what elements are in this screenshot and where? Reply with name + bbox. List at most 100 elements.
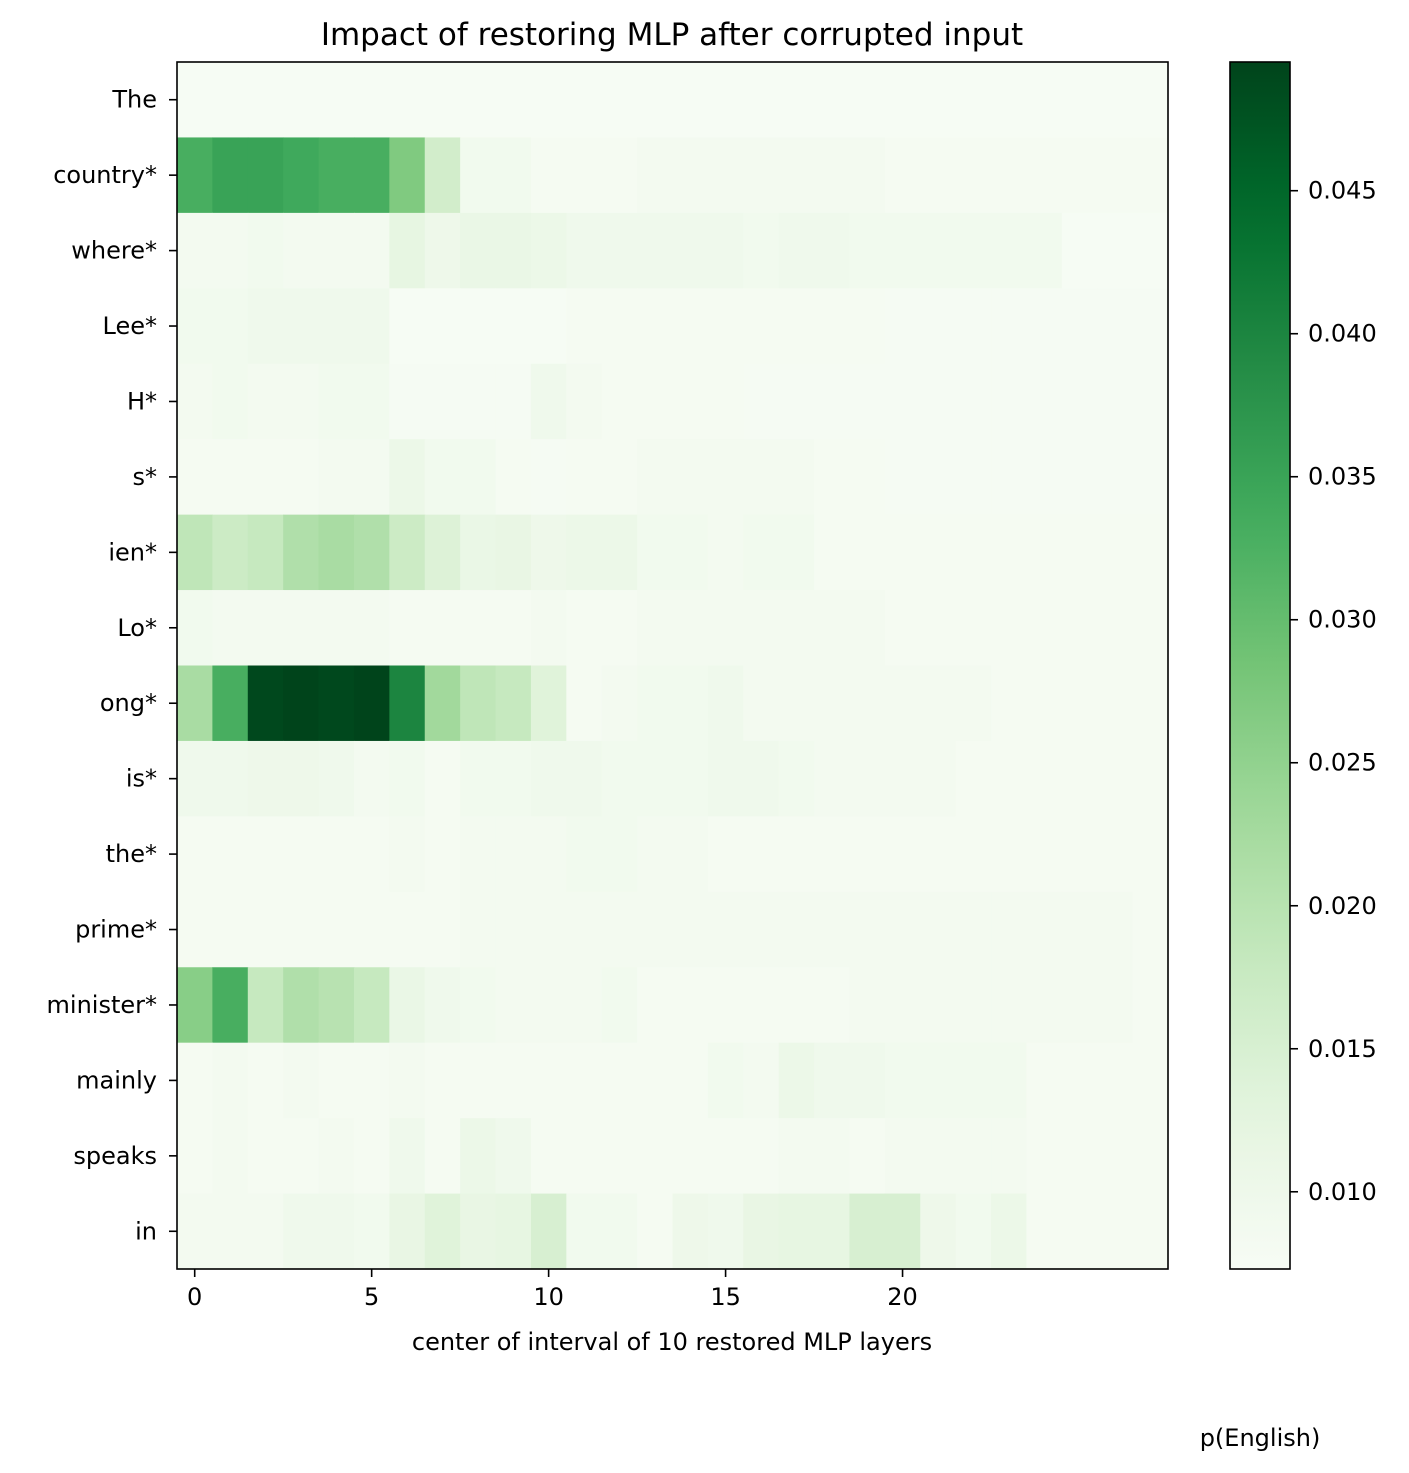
heatmap-cell <box>1026 288 1063 365</box>
heatmap-cell <box>1026 1118 1063 1195</box>
heatmap-cell <box>955 816 992 893</box>
colorbar-tick-label: 0.040 <box>1308 320 1377 348</box>
heatmap-cell <box>283 1193 320 1270</box>
heatmap-cell <box>283 62 320 139</box>
y-tick-label: speaks <box>73 1142 157 1170</box>
heatmap-cell <box>177 891 213 968</box>
heatmap-cell <box>389 665 426 742</box>
y-tick-label: country* <box>53 161 157 189</box>
heatmap-cell <box>353 363 390 440</box>
heatmap-cell <box>920 439 957 516</box>
heatmap-cell <box>778 439 815 516</box>
y-tick-label: Lee* <box>103 312 157 340</box>
heatmap-cell <box>849 1042 886 1119</box>
heatmap-cell <box>566 363 603 440</box>
y-tick-label: is* <box>126 765 157 793</box>
heatmap-cell <box>424 740 461 817</box>
heatmap-cell <box>884 1193 921 1270</box>
heatmap-cell <box>495 137 532 214</box>
heatmap-cell <box>778 62 815 139</box>
heatmap-cell <box>530 514 567 591</box>
heatmap-cell <box>849 514 886 591</box>
heatmap-cell <box>389 1193 426 1270</box>
heatmap-cell <box>991 212 1028 289</box>
heatmap-cell <box>991 137 1028 214</box>
heatmap-cell <box>1132 740 1169 817</box>
heatmap-cell <box>177 665 213 742</box>
heatmap-cell <box>849 288 886 365</box>
heatmap-cell <box>814 288 851 365</box>
heatmap-cell <box>353 1042 390 1119</box>
heatmap-cell <box>283 740 320 817</box>
heatmap-cell <box>353 740 390 817</box>
heatmap-cell <box>177 1118 213 1195</box>
heatmap-cell <box>1132 816 1169 893</box>
heatmap-cell <box>601 288 638 365</box>
heatmap-cell <box>1097 288 1134 365</box>
heatmap-cell <box>637 439 674 516</box>
x-axis-label: center of interval of 10 restored MLP la… <box>412 1328 932 1356</box>
heatmap-cell <box>283 891 320 968</box>
heatmap-cell <box>177 967 213 1044</box>
heatmap-cell <box>566 590 603 667</box>
heatmap-cell <box>1061 967 1098 1044</box>
heatmap-cell <box>247 740 284 817</box>
heatmap-cell <box>318 967 355 1044</box>
heatmap-cell <box>672 1042 709 1119</box>
x-tick-label: 20 <box>887 1283 918 1311</box>
heatmap-cell <box>601 816 638 893</box>
y-tick-label: mainly <box>76 1066 157 1094</box>
heatmap-cell <box>495 740 532 817</box>
heatmap-cell <box>743 665 780 742</box>
heatmap-cell <box>1132 137 1169 214</box>
heatmap-cell <box>566 1118 603 1195</box>
y-tick-label: in <box>135 1217 157 1245</box>
heatmap-cell <box>637 363 674 440</box>
y-tick-label: ien* <box>108 538 157 566</box>
heatmap-cell <box>177 1042 213 1119</box>
heatmap-cell <box>530 1193 567 1270</box>
heatmap-cell <box>814 137 851 214</box>
heatmap-cell <box>672 514 709 591</box>
y-tick-label: The <box>111 86 157 114</box>
heatmap-cell <box>849 1118 886 1195</box>
heatmap-cell <box>389 363 426 440</box>
heatmap-cell <box>991 816 1028 893</box>
heatmap-cell <box>389 514 426 591</box>
heatmap-cell <box>424 590 461 667</box>
heatmap-cell <box>460 590 497 667</box>
heatmap-cell <box>460 137 497 214</box>
heatmap-cell <box>955 1193 992 1270</box>
heatmap-cell <box>424 1118 461 1195</box>
heatmap-cell <box>920 891 957 968</box>
heatmap-cell <box>1132 363 1169 440</box>
heatmap-cell <box>566 816 603 893</box>
heatmap-cell <box>424 967 461 1044</box>
heatmap-cell <box>955 137 992 214</box>
heatmap-cell <box>743 363 780 440</box>
heatmap-cell <box>814 439 851 516</box>
heatmap-cell <box>884 1118 921 1195</box>
heatmap-cell <box>672 288 709 365</box>
colorbar-tick-label: 0.035 <box>1308 463 1377 491</box>
heatmap-cell <box>318 1118 355 1195</box>
heatmap-cell <box>353 1193 390 1270</box>
heatmap-cell <box>389 967 426 1044</box>
heatmap-cell <box>707 967 744 1044</box>
y-tick-label: ong* <box>100 689 157 717</box>
heatmap-cell <box>1026 816 1063 893</box>
heatmap-cell <box>1132 590 1169 667</box>
heatmap-cell <box>601 967 638 1044</box>
heatmap-cell <box>637 212 674 289</box>
heatmap-cell <box>389 1118 426 1195</box>
heatmap-cell <box>283 288 320 365</box>
heatmap-cell <box>601 1042 638 1119</box>
heatmap-cell <box>283 212 320 289</box>
heatmap-cell <box>495 967 532 1044</box>
heatmap-cell <box>247 816 284 893</box>
heatmap-cell <box>707 212 744 289</box>
heatmap-cell <box>601 363 638 440</box>
heatmap-cell <box>389 439 426 516</box>
heatmap-cell <box>884 288 921 365</box>
heatmap-cell <box>920 1193 957 1270</box>
